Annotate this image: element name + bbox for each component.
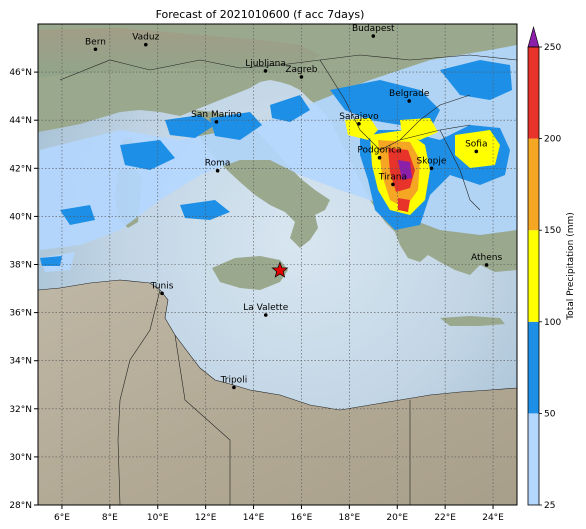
- y-tick-label: 44°N: [9, 116, 32, 126]
- x-tick-label: 22°E: [434, 513, 456, 523]
- colorbar-segment: [528, 413, 539, 505]
- city-label: Athens: [471, 253, 502, 263]
- precip-layer-250: [398, 160, 412, 180]
- colorbar: 25 50 100 150 200 250: [527, 25, 561, 511]
- lat-lon-grid: [38, 24, 517, 505]
- city-dot: [143, 42, 148, 47]
- city-dot: [371, 34, 376, 38]
- city-dot: [232, 385, 236, 390]
- y-tick-label: 38°N: [9, 261, 32, 271]
- alps-relief: [38, 28, 320, 78]
- city-dot: [484, 263, 489, 267]
- y-tick-label: 36°N: [9, 309, 32, 319]
- colorbar-tick-label: 50: [544, 409, 556, 419]
- colorbar-tick-label: 25: [544, 501, 555, 511]
- city-dot: [429, 166, 434, 171]
- city-dot: [474, 149, 479, 154]
- colorbar-segment: [528, 47, 539, 139]
- y-tick-label: 28°N: [9, 501, 32, 511]
- city-label: Skopje: [417, 156, 447, 166]
- y-tick-label: 30°N: [9, 453, 32, 463]
- city-dot: [357, 122, 361, 126]
- y-axis-ticks: 28°N 30°N 32°N 34°N 36°N 38°N 40°N 42°N 44°N 46°N: [9, 68, 38, 511]
- city-label: La Valette: [243, 303, 288, 313]
- city-dot: [215, 168, 220, 173]
- y-tick-label: 42°N: [9, 164, 32, 174]
- country-borders: [38, 54, 517, 505]
- x-tick-label: 14°E: [243, 513, 265, 523]
- colorbar-tick-label: 150: [544, 226, 561, 236]
- city-label: Budapest: [352, 24, 395, 34]
- city-label: Zagreb: [285, 65, 317, 75]
- city-label: Podgorica: [357, 146, 401, 156]
- city-dot: [93, 47, 98, 52]
- y-tick-label: 40°N: [9, 212, 32, 222]
- colorbar-tick-label: 250: [544, 43, 561, 53]
- x-tick-label: 20°E: [386, 513, 408, 523]
- city-label: Belgrade: [389, 89, 430, 99]
- y-tick-label: 32°N: [9, 405, 32, 415]
- city-dot: [377, 155, 382, 160]
- city-dot: [263, 313, 268, 317]
- city-label: San Marino: [191, 110, 242, 120]
- colorbar-frame: [527, 46, 540, 506]
- colorbar-extend-arrow: [527, 25, 540, 48]
- city-dot: [160, 291, 164, 296]
- city-dot: [299, 75, 304, 79]
- x-tick-label: 10°E: [147, 513, 169, 523]
- x-tick-label: 18°E: [339, 513, 361, 523]
- city-dot: [214, 120, 219, 124]
- x-tick-label: 8°E: [102, 513, 118, 523]
- colorbar-segment: [528, 321, 539, 414]
- city-dot: [263, 69, 268, 73]
- city-dot: [407, 99, 412, 103]
- city-label: Bern: [85, 37, 106, 47]
- map-title: Forecast of 2021010600 (f acc 7days): [155, 8, 365, 21]
- y-tick-label: 46°N: [9, 68, 32, 78]
- city-label: Tripoli: [220, 375, 248, 385]
- x-tick-label: 24°E: [482, 513, 504, 523]
- colorbar-segment: [528, 138, 539, 231]
- star-marker-shape: [271, 261, 289, 278]
- x-tick-label: 6°E: [54, 513, 70, 523]
- city-dot: [391, 182, 395, 187]
- x-tick-label: 12°E: [195, 513, 217, 523]
- city-label: Tunis: [150, 281, 174, 291]
- city-label: Sofia: [465, 139, 487, 149]
- city-label: Sarajevo: [339, 112, 379, 122]
- city-label: Roma: [205, 159, 231, 169]
- colorbar-tick-label: 100: [544, 318, 561, 328]
- colorbar-tick-label: 200: [544, 135, 561, 145]
- colorbar-label: Total Precipitation (mm): [566, 212, 576, 321]
- city-label: Tirana: [378, 172, 407, 182]
- star-marker: [271, 261, 289, 278]
- crete-land: [440, 316, 505, 326]
- y-tick-label: 34°N: [9, 357, 32, 367]
- colorbar-segment: [528, 230, 539, 322]
- city-label: Ljubljana: [245, 59, 286, 69]
- x-axis-ticks: 6°E 8°E 10°E 12°E 14°E 16°E 18°E 20°E 22°E 24°E: [54, 505, 504, 523]
- x-tick-label: 16°E: [291, 513, 313, 523]
- city-label: Vaduz: [132, 33, 159, 43]
